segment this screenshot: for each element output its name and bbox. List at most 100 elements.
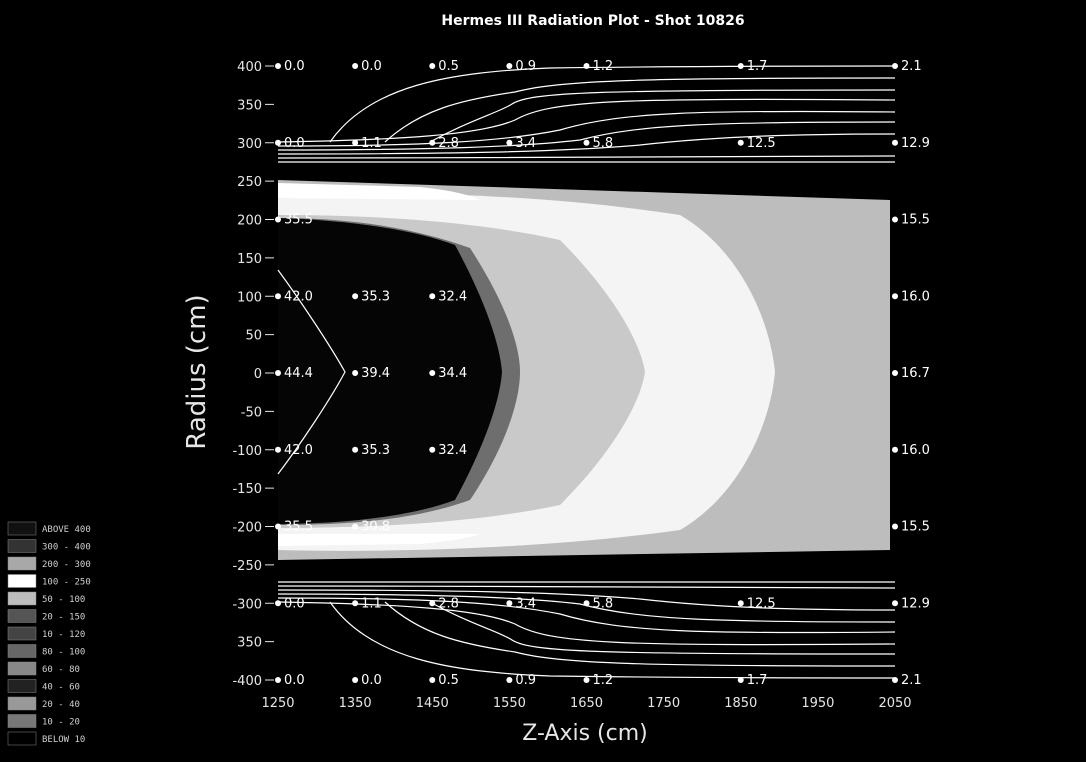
legend-swatch bbox=[7, 696, 37, 711]
x-tick-label: 1450 bbox=[416, 696, 449, 711]
data-point bbox=[352, 63, 359, 69]
data-point-label: 0.0 bbox=[361, 59, 382, 74]
y-axis-label: Radius (cm) bbox=[182, 294, 212, 449]
data-point-label: 12.5 bbox=[747, 596, 776, 611]
data-point-label: 34.4 bbox=[438, 366, 467, 381]
data-point bbox=[429, 600, 436, 607]
data-point-label: 16.7 bbox=[901, 366, 930, 381]
legend-label: 10 - 20 bbox=[42, 718, 80, 728]
legend-label: 100 - 250 bbox=[42, 578, 91, 588]
x-axis-label: Z-Axis (cm) bbox=[522, 721, 647, 746]
data-point-label: 5.8 bbox=[593, 136, 614, 151]
data-point-label: 32.4 bbox=[438, 443, 467, 458]
chart-title: Hermes III Radiation Plot - Shot 10826 bbox=[441, 13, 744, 29]
x-tick-label: 2050 bbox=[878, 696, 911, 711]
y-tick-label: 150 bbox=[237, 252, 262, 267]
data-point-label: 15.5 bbox=[901, 520, 930, 535]
y-tick-label: 250 bbox=[237, 175, 262, 190]
data-point-label: 1.7 bbox=[747, 59, 768, 74]
data-point bbox=[737, 677, 744, 683]
legend-label: 20 - 150 bbox=[42, 613, 85, 623]
data-point bbox=[275, 293, 281, 300]
legend-swatch bbox=[7, 556, 37, 571]
legend-label: 40 - 60 bbox=[42, 683, 80, 693]
legend-swatch bbox=[7, 731, 37, 746]
x-axis-ticks: 1250 1350 1450 1550 1650 1750 1850 1950 2050 bbox=[261, 696, 911, 711]
x-tick-label: 1650 bbox=[570, 696, 603, 711]
data-point-label: 5.8 bbox=[593, 596, 614, 611]
data-point-label: 2.8 bbox=[438, 596, 459, 611]
data-point bbox=[429, 677, 436, 683]
legend-label: 10 - 120 bbox=[42, 630, 85, 640]
contour-lines bbox=[277, 65, 896, 679]
y-axis-ticks: 400 350 300 250 200 150 100 50 0 -50 -100 -150 -200 -… bbox=[232, 60, 274, 689]
data-point bbox=[892, 523, 898, 530]
data-point-label: 42.0 bbox=[284, 289, 313, 304]
data-point bbox=[892, 63, 898, 69]
data-point-label: 35.5 bbox=[284, 520, 313, 535]
y-tick-label: -150 bbox=[232, 482, 262, 497]
data-point bbox=[583, 677, 590, 683]
data-point-label: 2.1 bbox=[901, 59, 922, 74]
data-point-label: 2.1 bbox=[901, 673, 922, 688]
data-point-label: 3.4 bbox=[515, 596, 536, 611]
data-point bbox=[506, 677, 513, 683]
legend-label: ABOVE 400 bbox=[42, 525, 91, 535]
data-point bbox=[892, 293, 898, 300]
data-point bbox=[352, 446, 359, 453]
data-point-label: 16.0 bbox=[901, 443, 930, 458]
data-point-label: 3.4 bbox=[515, 136, 536, 151]
legend-swatch bbox=[7, 626, 37, 641]
data-point-label: 0.0 bbox=[284, 59, 305, 74]
y-tick-label: 400 bbox=[237, 60, 262, 75]
x-tick-label: 1550 bbox=[493, 696, 526, 711]
data-point-label: 12.9 bbox=[901, 596, 930, 611]
legend-swatch bbox=[7, 609, 37, 623]
legend-swatch bbox=[7, 574, 37, 588]
legend-swatch bbox=[7, 539, 37, 553]
y-tick-label: 50 bbox=[245, 329, 262, 344]
legend-label: BELOW 10 bbox=[42, 735, 85, 745]
data-point-label: 0.0 bbox=[361, 673, 382, 688]
legend-label: 200 - 300 bbox=[42, 560, 91, 570]
data-points: 0.0 0.0 0.5 0.9 1.2 1.7 2.1 0.0 1.1 2.8 3.4 5.8 12.5… bbox=[275, 59, 930, 688]
data-point-label: 12.5 bbox=[747, 136, 776, 151]
data-point-label: 1.1 bbox=[361, 596, 382, 611]
data-point bbox=[275, 600, 281, 607]
data-point-label: 39.4 bbox=[361, 366, 390, 381]
data-point bbox=[275, 370, 281, 376]
data-point bbox=[892, 139, 898, 146]
y-tick-label: -250 bbox=[232, 559, 262, 574]
data-point-label: 16.0 bbox=[901, 289, 930, 304]
y-tick-label: -200 bbox=[232, 521, 262, 536]
legend-swatch bbox=[7, 591, 37, 606]
data-point-label: 35.3 bbox=[361, 289, 390, 304]
x-tick-label: 1950 bbox=[801, 696, 834, 711]
data-point bbox=[352, 677, 359, 683]
data-point-label: 35.3 bbox=[361, 443, 390, 458]
data-point bbox=[506, 600, 513, 607]
data-point-label: 42.0 bbox=[284, 443, 313, 458]
y-tick-label: 200 bbox=[237, 214, 262, 229]
data-point bbox=[352, 293, 359, 300]
data-point-label: 0.5 bbox=[438, 59, 459, 74]
data-point bbox=[352, 523, 359, 530]
legend-label: 60 - 80 bbox=[42, 665, 80, 675]
x-tick-label: 1750 bbox=[647, 696, 680, 711]
data-point bbox=[583, 139, 590, 146]
y-tick-label: 100 bbox=[237, 290, 262, 305]
y-tick-label: 300 bbox=[237, 137, 262, 152]
data-point bbox=[506, 139, 513, 146]
band-edge-bottom bbox=[278, 534, 480, 546]
data-point bbox=[275, 446, 281, 453]
data-point bbox=[892, 677, 898, 683]
data-point bbox=[892, 446, 898, 453]
x-tick-label: 1250 bbox=[261, 696, 294, 711]
data-point-label: 30.8 bbox=[361, 520, 390, 535]
data-point-label: 1.2 bbox=[593, 673, 614, 688]
data-point-label: 15.5 bbox=[901, 213, 930, 228]
x-tick-label: 1850 bbox=[724, 696, 757, 711]
data-point bbox=[429, 139, 436, 146]
band-edge-top bbox=[278, 183, 480, 200]
